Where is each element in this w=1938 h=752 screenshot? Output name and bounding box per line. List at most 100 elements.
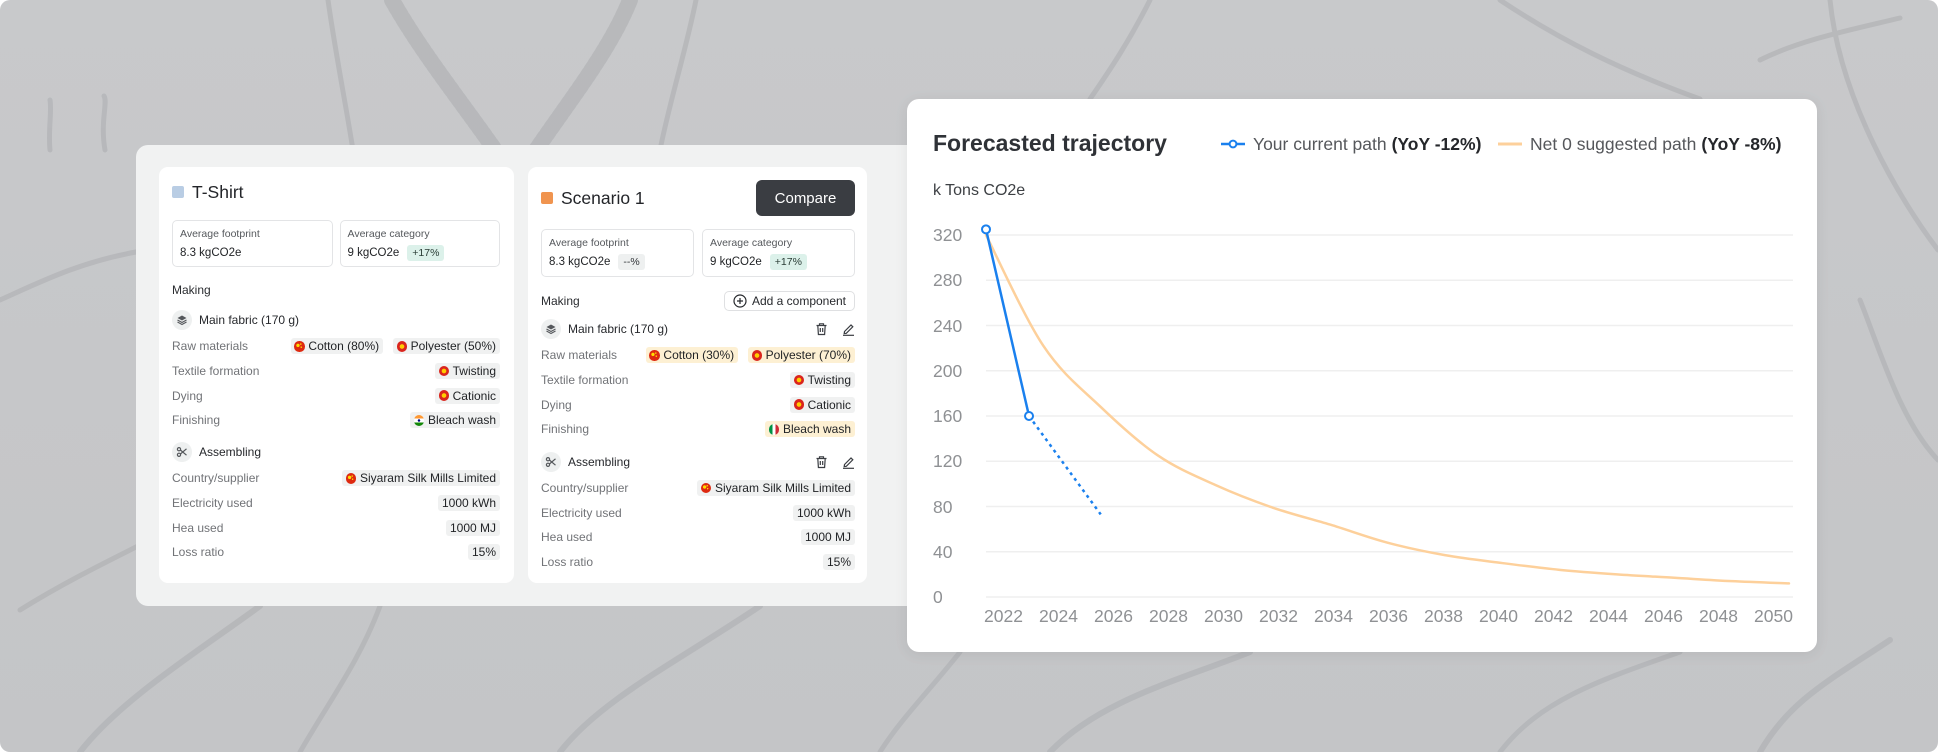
plus-circle-icon xyxy=(733,294,747,308)
flag-icon xyxy=(768,424,780,435)
row-label: Textile formation xyxy=(172,364,260,379)
add-component-button[interactable]: Add a component xyxy=(724,291,855,311)
x-tick-label: 2032 xyxy=(1259,606,1298,626)
value-pill[interactable]: Cationic xyxy=(790,396,855,413)
flag-icon xyxy=(649,350,660,361)
x-tick-label: 2022 xyxy=(984,606,1023,626)
value-pill[interactable]: 1000 kWh xyxy=(792,504,855,521)
pill-text: Siyaram Silk Mills Limited xyxy=(359,471,496,486)
value-pill: 15% xyxy=(467,544,500,561)
detail-row-textile-formation: Textile formation Twisting xyxy=(172,359,500,384)
net-zero-path-line xyxy=(984,233,1791,585)
metric-label: Average footprint xyxy=(180,228,260,240)
component-title: Assembling xyxy=(199,444,262,459)
layers-icon xyxy=(172,310,192,330)
flag-icon xyxy=(345,473,357,484)
y-tick-label: 160 xyxy=(933,406,963,426)
x-tick-label: 2048 xyxy=(1699,606,1738,626)
card-title: T-Shirt xyxy=(192,181,244,202)
y-axis-label: k Tons CO2e xyxy=(933,182,1026,199)
y-tick-label: 0 xyxy=(933,587,943,607)
legend-yoy: (YoY -8%) xyxy=(1701,133,1782,154)
row-label: Loss ratio xyxy=(541,555,594,570)
card-header: T-Shirt xyxy=(172,180,500,204)
flag-icon xyxy=(438,390,450,401)
detail-row-country-supplier: Country/supplier Siyaram Silk Mills Limi… xyxy=(541,476,855,501)
average-category-box: Average category 9 kgCO2e +17% xyxy=(339,220,500,267)
row-label: Raw materials xyxy=(541,348,618,363)
metric-label: Average category xyxy=(347,228,430,240)
compare-button[interactable]: Compare xyxy=(756,180,855,216)
row-label: Textile formation xyxy=(541,373,629,388)
detail-row-electricity-used: Electricity used 1000 kWh xyxy=(172,491,500,516)
value-pill: Bleach wash xyxy=(410,412,500,429)
component-main-fabric[interactable]: Main fabric (170 g) xyxy=(172,306,500,334)
legend-label: Your current path xyxy=(1253,133,1387,154)
legend-yoy: (YoY -12%) xyxy=(1391,133,1482,154)
pencil-icon[interactable] xyxy=(842,455,855,469)
card-header: Scenario 1 Compare xyxy=(541,180,855,216)
row-label: Dying xyxy=(541,397,572,412)
color-swatch xyxy=(541,192,553,204)
value-pill[interactable]: 1000 MJ xyxy=(800,529,855,546)
value-pill[interactable]: Cotton (30%) xyxy=(645,347,739,364)
x-tick-label: 2044 xyxy=(1589,606,1628,626)
pill-text: Cotton (80%) xyxy=(308,339,380,354)
value-pill[interactable]: Siyaram Silk Mills Limited xyxy=(697,480,855,497)
delta-badge: +17% xyxy=(407,244,445,261)
value-pill: Twisting xyxy=(435,363,500,380)
line-chart xyxy=(981,224,1793,598)
section-label: Making xyxy=(541,294,580,308)
metric-value: 9 kgCO2e xyxy=(347,246,400,259)
detail-row-finishing: Finishing Bleach wash xyxy=(541,417,855,442)
component-title: Main fabric (170 g) xyxy=(568,322,669,336)
metric-label: Average category xyxy=(710,237,793,249)
y-tick-label: 240 xyxy=(933,315,963,336)
component-assembling[interactable]: Assembling xyxy=(172,438,500,466)
y-tick-label: 200 xyxy=(933,360,963,381)
value-pill[interactable]: 15% xyxy=(822,554,855,571)
value-pill[interactable]: Polyester (70%) xyxy=(748,347,855,364)
detail-row-textile-formation: Textile formation Twisting xyxy=(541,368,855,393)
pill-text: Twisting xyxy=(452,364,496,379)
value-pill[interactable]: Bleach wash xyxy=(765,421,855,438)
forecast-chart-panel: Forecasted trajectory Your current path … xyxy=(907,99,1817,652)
card-title: Scenario 1 xyxy=(561,187,645,208)
pill-text: Siyaram Silk Mills Limited xyxy=(714,481,851,496)
y-tick-label: 320 xyxy=(933,225,963,245)
trash-icon[interactable] xyxy=(815,322,828,336)
row-label: Country/supplier xyxy=(541,481,629,496)
component-assembling[interactable]: Assembling xyxy=(541,448,855,476)
pill-text: Cationic xyxy=(452,388,496,403)
metric-label: Average footprint xyxy=(549,237,629,249)
tshirt-card: T-Shirt Average footprint 8.3 kgCO2e Ave… xyxy=(159,167,514,583)
x-tick-label: 2050 xyxy=(1754,606,1793,626)
trash-icon[interactable] xyxy=(815,455,828,469)
row-label: Electricity used xyxy=(172,495,253,510)
x-tick-label: 2034 xyxy=(1314,606,1353,626)
legend-current-path[interactable]: Your current path (YoY -12%) xyxy=(1221,133,1481,155)
x-tick-label: 2026 xyxy=(1094,606,1133,626)
value-pill[interactable]: Twisting xyxy=(790,372,855,389)
data-point-marker[interactable] xyxy=(981,224,991,235)
pill-text: Bleach wash xyxy=(782,422,851,437)
value-pill: Cotton (80%) xyxy=(290,338,384,355)
pill-text: Bleach wash xyxy=(427,413,496,428)
legend-net-zero-path[interactable]: Net 0 suggested path (YoY -8%) xyxy=(1498,133,1781,155)
row-label: Finishing xyxy=(172,413,221,428)
detail-row-heat-used: Hea used 1000 MJ xyxy=(172,515,500,540)
x-tick-label: 2038 xyxy=(1424,606,1463,626)
flag-icon xyxy=(793,399,805,410)
y-tick-label: 80 xyxy=(933,496,953,517)
pencil-icon[interactable] xyxy=(842,322,855,336)
component-main-fabric[interactable]: Main fabric (170 g) xyxy=(541,315,855,343)
row-label: Raw materials xyxy=(172,339,249,354)
data-point-marker[interactable] xyxy=(1024,411,1035,421)
x-tick-label: 2046 xyxy=(1644,606,1683,626)
current-path-projection-line xyxy=(1028,415,1102,516)
section-making: Making Add a component xyxy=(541,289,855,313)
value-pill: Polyester (50%) xyxy=(393,338,500,355)
x-tick-label: 2042 xyxy=(1534,606,1573,626)
metrics-row: Average footprint 8.3 kgCO2e --% Average… xyxy=(541,229,855,277)
